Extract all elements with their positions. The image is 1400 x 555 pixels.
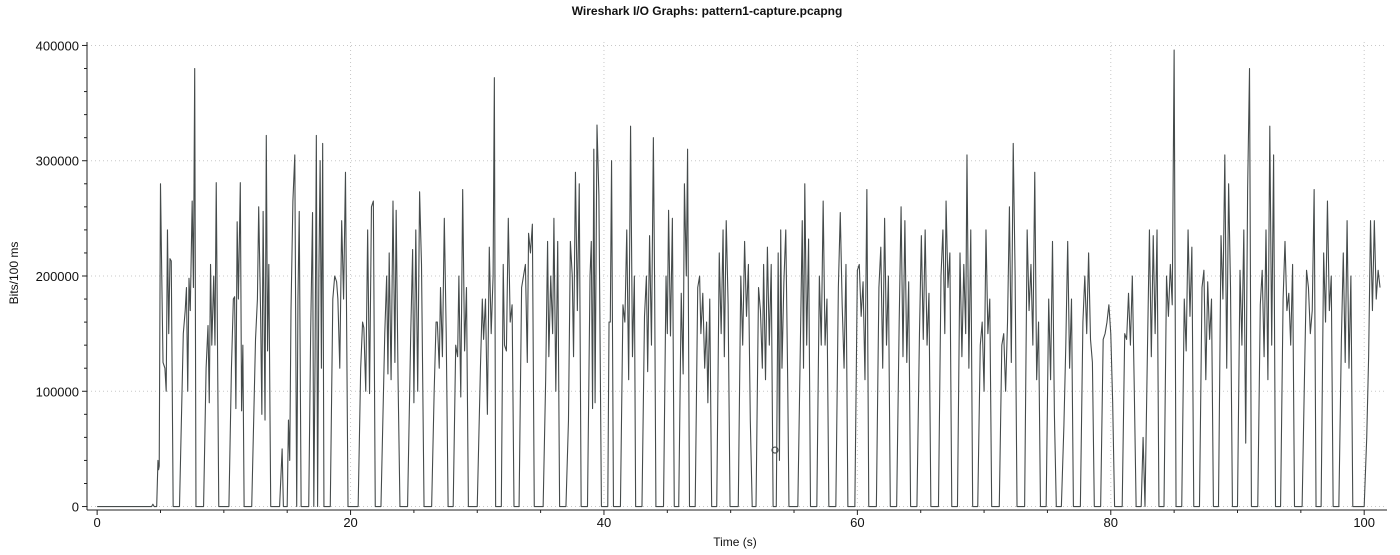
chart-title: Wireshark I/O Graphs: pattern1-capture.p… [572,4,843,18]
x-tick-label: 0 [94,515,101,530]
x-tick-label: 100 [1353,515,1375,530]
y-tick-label: 300000 [36,154,79,169]
axes: 0 20 40 60 80 100 0 100000 200000 300000 400000 [36,38,1387,530]
y-tick-label: 100000 [36,384,79,399]
x-axis-label: Time (s) [713,535,757,549]
x-tick-label: 40 [597,515,611,530]
y-tick-label: 200000 [36,269,79,284]
y-tick-label: 0 [72,500,79,515]
y-tick-label: 400000 [36,38,79,53]
annotation-layer [771,446,779,454]
y-axis-label: Bits/100 ms [7,242,21,305]
x-tick-label: 80 [1104,515,1118,530]
series-layer [97,49,1381,508]
marker-circle [771,446,779,454]
series-line [97,49,1381,508]
x-tick-label: 60 [850,515,864,530]
x-tick-label: 20 [343,515,357,530]
